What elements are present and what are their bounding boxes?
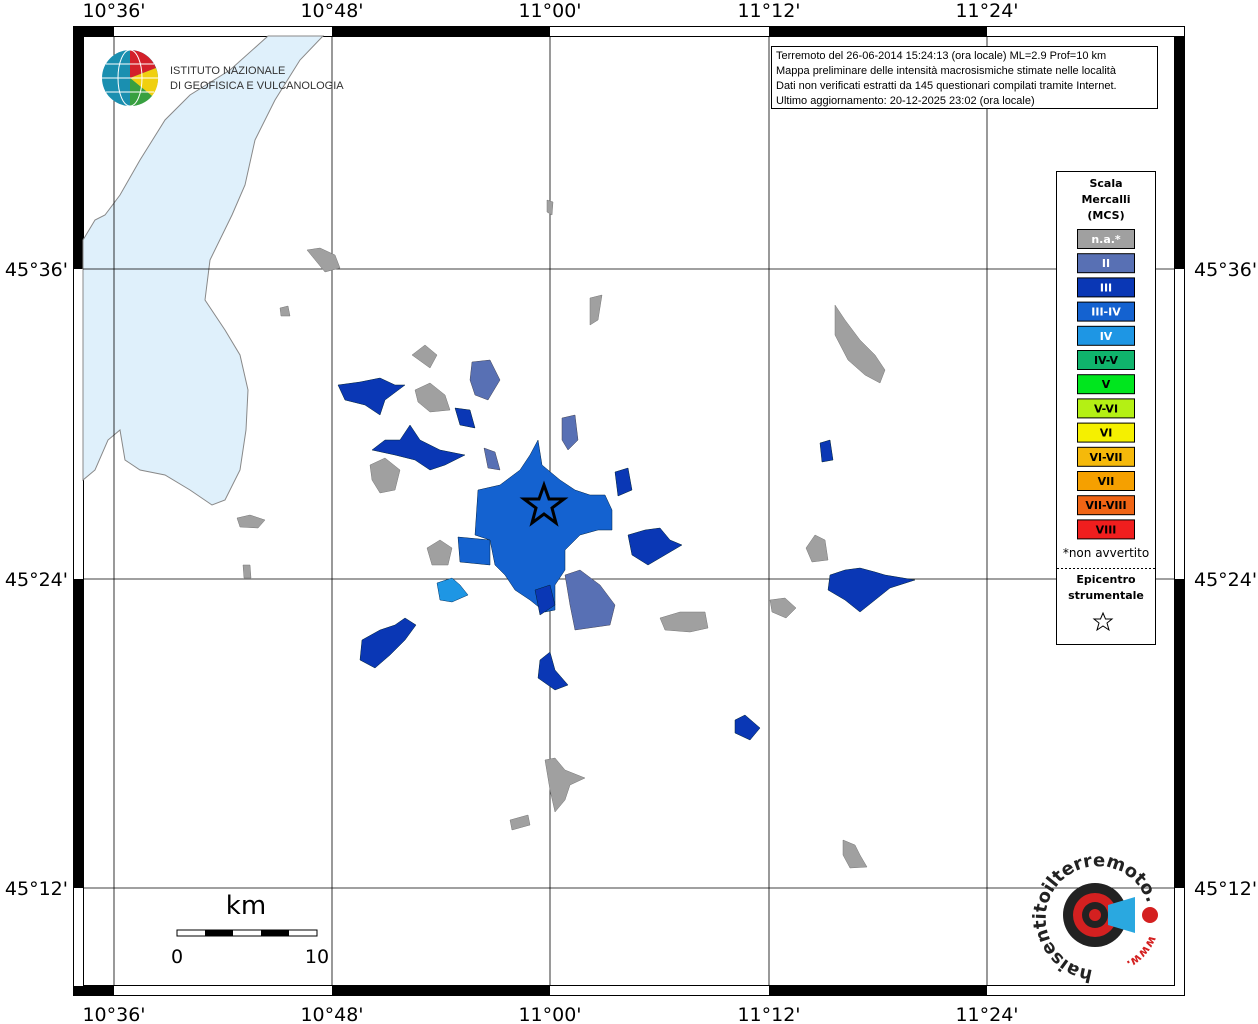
lon-label: 10°48' — [300, 1004, 363, 1024]
legend-epicenter: Epicentro — [1076, 573, 1136, 586]
lat-label: 45°12' — [1194, 878, 1257, 900]
lat-label: 45°12' — [5, 878, 68, 900]
info-line: Terremoto del 26-06-2014 15:24:13 (ora l… — [776, 50, 1106, 62]
legend-swatch — [1077, 374, 1135, 395]
lat-label: 45°36' — [1194, 259, 1257, 281]
legend: Scala Mercalli (MCS) *non avvertito Epic… — [1056, 171, 1156, 645]
axis-labels: 10°36' 10°48' 11°00' 11°12' 11°24' 10°36… — [5, 0, 1257, 1024]
info-line: Dati non verificati estratti da 145 ques… — [776, 80, 1117, 92]
logo-text: ISTITUTO NAZIONALE — [170, 65, 285, 77]
legend-title: Scala — [1089, 177, 1122, 190]
lon-label: 10°48' — [300, 0, 363, 22]
legend-label: VII — [1098, 475, 1115, 488]
lon-label: 10°36' — [82, 1004, 145, 1024]
lat-label: 45°24' — [1194, 569, 1257, 591]
legend-swatch — [1077, 398, 1135, 419]
legend-note: *non avvertito — [1063, 546, 1149, 560]
legend-label: n.a.* — [1091, 233, 1121, 246]
legend-swatch — [1077, 253, 1135, 274]
legend-swatch — [1077, 229, 1135, 249]
lat-label: 45°36' — [5, 259, 68, 281]
lake — [82, 35, 325, 506]
legend-label: VI — [1100, 427, 1113, 440]
legend-swatch — [1077, 301, 1135, 322]
legend-label: IV-V — [1094, 354, 1119, 367]
legend-epicenter: strumentale — [1068, 589, 1144, 602]
lon-label: 11°24' — [955, 1004, 1018, 1024]
scale-unit: km — [226, 891, 266, 921]
lon-label: 10°36' — [82, 0, 145, 22]
legend-label: VII-VIII — [1085, 499, 1126, 512]
legend-label: II — [1102, 257, 1110, 270]
lon-label: 11°12' — [737, 1004, 800, 1024]
legend-swatch — [1077, 495, 1135, 516]
municipalities — [236, 199, 916, 869]
legend-label: III-IV — [1091, 306, 1121, 319]
scale-label: 10 — [305, 946, 329, 968]
legend-title: (MCS) — [1087, 209, 1124, 222]
scale-label: 0 — [171, 946, 183, 968]
logo-text: DI GEOFISICA E VULCANOLOGIA — [170, 80, 344, 92]
legend-label: VIII — [1096, 523, 1117, 536]
lon-label: 11°00' — [518, 1004, 581, 1024]
scale-bar: km 0 10 — [171, 891, 329, 968]
frame — [73, 26, 1185, 996]
legend-label: V — [1102, 378, 1111, 391]
info-line: Mappa preliminare delle intensità macros… — [776, 65, 1117, 77]
lon-label: 11°24' — [955, 0, 1018, 22]
lon-label: 11°12' — [737, 0, 800, 22]
legend-swatch — [1077, 325, 1135, 346]
epicenter-star — [519, 480, 569, 527]
ingv-logo: ISTITUTO NAZIONALE DI GEOFISICA E VULCAN… — [102, 49, 344, 107]
legend-swatch — [1077, 350, 1135, 370]
legend-swatch — [1077, 446, 1135, 467]
legend-swatch — [1077, 471, 1135, 491]
legend-label: IV — [1100, 330, 1113, 343]
legend-label: III — [1100, 281, 1112, 294]
info-box: Terremoto del 26-06-2014 15:24:13 (ora l… — [771, 46, 1158, 109]
legend-swatch — [1077, 519, 1135, 540]
lat-label: 45°24' — [5, 569, 68, 591]
legend-label: VI-VII — [1089, 451, 1122, 464]
legend-title: Mercalli — [1081, 193, 1130, 206]
info-line: Ultimo aggiornamento: 20-12-2025 23:02 (… — [776, 95, 1035, 107]
legend-label: V-VI — [1094, 402, 1118, 415]
lon-label: 11°00' — [518, 0, 581, 22]
legend-swatch — [1077, 422, 1135, 443]
legend-swatch — [1077, 277, 1135, 298]
